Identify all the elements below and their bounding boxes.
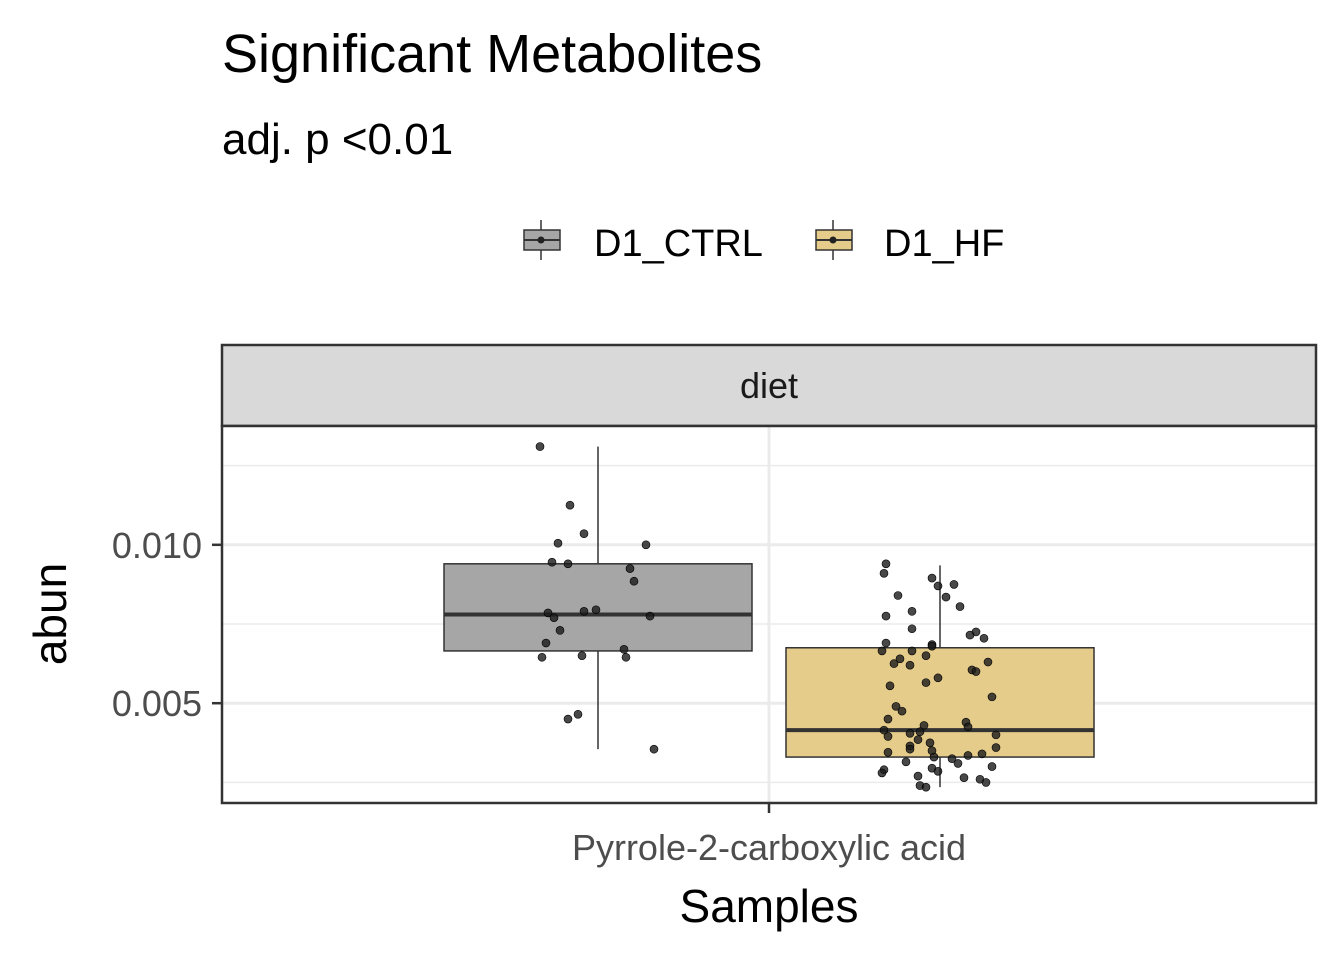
data-point — [553, 538, 563, 548]
data-point — [897, 706, 907, 716]
y-axis: 0.005 0.010 — [112, 525, 222, 724]
data-point — [933, 767, 943, 776]
data-point — [641, 540, 651, 550]
data-point — [991, 730, 1001, 740]
data-point — [895, 654, 905, 664]
data-point — [991, 743, 1001, 752]
data-point — [541, 638, 551, 648]
data-point — [579, 607, 589, 616]
data-point — [987, 692, 997, 702]
data-point — [537, 652, 547, 662]
data-point — [953, 759, 963, 768]
data-point — [621, 652, 631, 662]
data-point — [549, 613, 559, 622]
data-point — [591, 605, 601, 615]
data-point — [879, 569, 889, 578]
legend-key-d1-hf — [815, 220, 853, 260]
data-point — [579, 529, 589, 539]
data-point — [963, 751, 973, 760]
legend: D1_CTRL D1_HF — [523, 220, 1004, 265]
data-point — [881, 559, 891, 569]
data-point — [563, 714, 573, 724]
data-point — [913, 735, 923, 744]
data-point — [927, 573, 937, 583]
grid — [222, 426, 1316, 803]
data-point — [907, 646, 917, 656]
data-point — [915, 727, 925, 737]
legend-key-d1-ctrl — [523, 220, 561, 260]
data-point — [913, 771, 923, 781]
data-point — [883, 714, 893, 724]
data-point — [921, 651, 931, 660]
data-point — [889, 659, 899, 668]
data-point — [907, 624, 917, 634]
y-tick-label: 0.005 — [112, 683, 202, 724]
data-point — [929, 752, 939, 762]
data-point — [881, 638, 891, 648]
chart-subtitle: adj. p <0.01 — [222, 115, 453, 164]
data-point — [883, 732, 893, 741]
box — [785, 647, 1095, 758]
data-point — [949, 580, 959, 589]
boxplot-d1-hf — [785, 565, 1095, 788]
data-point — [901, 757, 911, 767]
data-point — [955, 602, 965, 611]
data-point — [981, 778, 991, 787]
data-point — [905, 660, 915, 670]
facet-strip — [220, 343, 1318, 428]
y-axis-title: abun — [24, 563, 76, 665]
data-point — [619, 645, 629, 654]
chart-title: Significant Metabolites — [222, 24, 762, 84]
data-point — [543, 608, 553, 618]
data-point — [905, 744, 915, 754]
data-point — [555, 626, 565, 635]
data-point — [963, 722, 973, 732]
data-point — [941, 592, 951, 602]
data-point — [921, 782, 931, 792]
x-axis-title: Samples — [680, 880, 859, 932]
data-point — [573, 709, 583, 719]
data-point — [977, 749, 987, 759]
data-point — [577, 651, 587, 660]
data-point — [933, 673, 943, 683]
data-point — [965, 630, 975, 640]
data-point — [547, 557, 557, 567]
data-point — [933, 581, 943, 591]
data-point — [987, 762, 997, 771]
data-point — [921, 678, 931, 687]
data-points — [535, 442, 1001, 792]
data-point — [893, 591, 903, 600]
data-point — [649, 744, 659, 754]
data-point — [947, 754, 957, 763]
data-point — [919, 721, 929, 730]
data-point — [905, 729, 915, 738]
data-point — [959, 773, 969, 782]
x-tick-label: Pyrrole-2-carboxylic acid — [572, 827, 966, 868]
data-point — [535, 442, 545, 451]
legend-label-d1-ctrl: D1_CTRL — [594, 223, 763, 265]
data-point — [983, 657, 993, 667]
data-point — [879, 725, 889, 735]
data-point — [971, 667, 981, 676]
data-point — [563, 559, 573, 569]
data-point — [565, 500, 575, 510]
data-point — [883, 748, 893, 757]
data-point — [877, 646, 887, 656]
data-point — [979, 633, 989, 643]
data-point — [885, 681, 895, 691]
data-point — [907, 607, 917, 616]
data-point — [927, 641, 937, 651]
data-point — [645, 611, 655, 621]
y-tick-label: 0.010 — [112, 525, 202, 566]
legend-label-d1-hf: D1_HF — [884, 223, 1004, 265]
data-point — [629, 576, 639, 586]
data-point — [925, 738, 935, 748]
data-point — [877, 768, 887, 778]
data-point — [625, 564, 635, 573]
data-point — [881, 611, 891, 621]
data-point — [891, 702, 901, 711]
facet-label: diet — [740, 365, 798, 406]
